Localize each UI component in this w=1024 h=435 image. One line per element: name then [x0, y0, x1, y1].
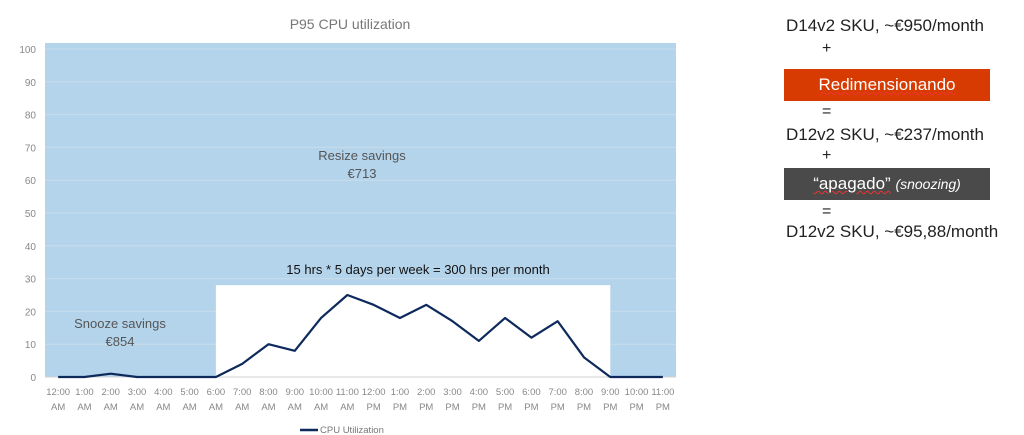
x-tick-label: AM [340, 402, 354, 413]
legend-label: CPU Utilization [320, 425, 384, 435]
y-tick-label: 40 [25, 242, 37, 253]
snooze-note: (snoozing) [895, 176, 961, 192]
x-tick-label: PM [629, 402, 643, 413]
d12-cost: D12v2 SKU, ~€237/month [786, 125, 984, 144]
x-tick-label: 7:00 [233, 387, 252, 398]
x-tick-label: 12:00 [362, 387, 386, 398]
x-tick-label: PM [551, 402, 565, 413]
plus-sign: + [822, 40, 832, 57]
x-tick-label: PM [524, 402, 538, 413]
plus-sign: + [822, 147, 832, 164]
snooze-savings-label: Snooze savings [74, 316, 166, 331]
x-tick-label: 12:00 [46, 387, 70, 398]
x-tick-label: 3:00 [443, 387, 462, 398]
x-tick-label: 1:00 [75, 387, 94, 398]
y-tick-label: 50 [25, 209, 37, 220]
snooze-label: “apagado” [813, 174, 891, 193]
x-tick-label: 10:00 [625, 387, 649, 398]
y-tick-label: 0 [30, 373, 36, 384]
x-tick-label: PM [656, 402, 670, 413]
resize-savings-label: Resize savings [318, 148, 406, 163]
active-window [215, 285, 611, 377]
x-tick-label: PM [603, 402, 617, 413]
x-tick-label: 11:00 [651, 387, 674, 398]
snooze-savings-value: €854 [106, 334, 135, 349]
y-tick-label: 90 [25, 78, 37, 89]
x-tick-label: 5:00 [496, 387, 515, 398]
resize-box: Redimensionando [784, 69, 990, 101]
resize-label: Redimensionando [818, 75, 956, 94]
x-tick-label: AM [156, 402, 170, 413]
snooze-box: “apagado” (snoozing) [784, 168, 990, 200]
x-tick-label: 10:00 [309, 387, 333, 398]
x-tick-label: 4:00 [470, 387, 489, 398]
y-tick-label: 100 [19, 45, 36, 56]
x-tick-label: 5:00 [180, 387, 199, 398]
x-tick-label: 2:00 [101, 387, 120, 398]
x-tick-label: 8:00 [575, 387, 594, 398]
series-line [58, 293, 663, 379]
y-tick-label: 80 [25, 111, 37, 122]
x-tick-label: PM [367, 402, 381, 413]
x-tick-label: AM [104, 402, 118, 413]
y-tick-label: 70 [25, 143, 37, 154]
x-tick-label: PM [577, 402, 591, 413]
x-tick-label: 9:00 [601, 387, 620, 398]
window-annotation: 15 hrs * 5 days per week = 300 hrs per m… [286, 262, 549, 277]
x-tick-label: AM [130, 402, 144, 413]
y-tick-label: 30 [25, 275, 37, 286]
equals-sign: = [822, 103, 832, 120]
x-tick-label: 6:00 [207, 387, 226, 398]
equals-sign: = [822, 203, 832, 220]
x-tick-label: 11:00 [336, 387, 359, 398]
x-tick-label: 4:00 [154, 387, 173, 398]
x-tick-label: 9:00 [286, 387, 305, 398]
x-tick-label: PM [419, 402, 433, 413]
x-tick-label: AM [182, 402, 196, 413]
x-tick-label: 1:00 [391, 387, 410, 398]
x-tick-label: PM [393, 402, 407, 413]
x-tick-label: PM [472, 402, 486, 413]
y-tick-label: 60 [25, 176, 37, 187]
x-tick-label: AM [288, 402, 302, 413]
y-tick-label: 10 [25, 340, 37, 351]
x-tick-label: PM [498, 402, 512, 413]
x-tick-label: 6:00 [522, 387, 541, 398]
x-tick-label: AM [51, 402, 65, 413]
x-tick-label: 7:00 [548, 387, 567, 398]
d12-snoozed-cost: D12v2 SKU, ~€95,88/month [786, 222, 999, 241]
x-tick-label: AM [261, 402, 275, 413]
x-tick-label: 8:00 [259, 387, 278, 398]
x-tick-label: AM [209, 402, 223, 413]
x-tick-label: 2:00 [417, 387, 436, 398]
x-tick-label: 3:00 [128, 387, 147, 398]
x-tick-label: PM [445, 402, 459, 413]
x-tick-label: AM [314, 402, 328, 413]
x-tick-label: AM [235, 402, 249, 413]
chart-title: P95 CPU utilization [290, 16, 411, 32]
resize-savings-value: €713 [348, 166, 377, 181]
cpu-chart: P95 CPU utilization 0 10 20 30 40 50 60 70 80 90 10… [19, 16, 676, 435]
x-tick-label: AM [77, 402, 91, 413]
d14-cost: D14v2 SKU, ~€950/month [786, 16, 984, 35]
y-tick-label: 20 [25, 307, 37, 318]
